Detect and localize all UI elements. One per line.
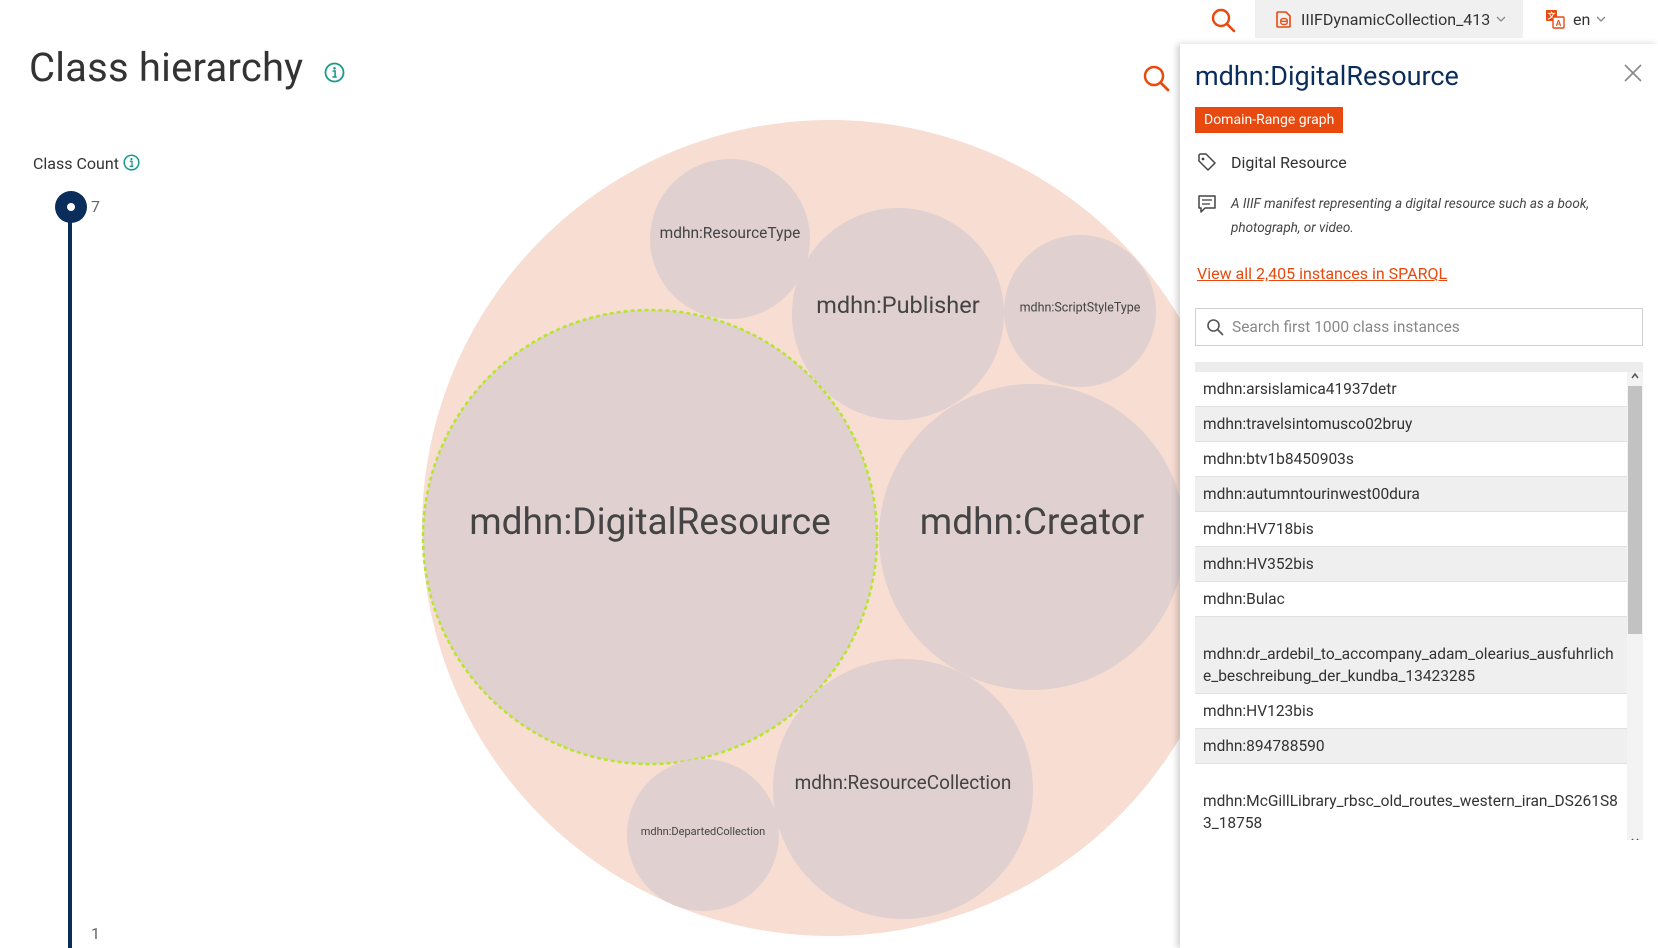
bubble-digital-resource[interactable] — [421, 308, 879, 766]
bubble-resource-collection[interactable] — [773, 659, 1033, 919]
class-count-slider-handle[interactable] — [55, 191, 87, 223]
class-label: Digital Resource — [1231, 152, 1347, 172]
top-bar: IIIFDynamicCollection_413 文 A en — [0, 0, 1658, 38]
slider-max-value: 7 — [91, 197, 100, 216]
instance-search-box[interactable] — [1195, 308, 1643, 346]
bubble-label-digital-resource: mdhn:DigitalResource — [469, 501, 831, 544]
language-value: en — [1573, 9, 1591, 29]
bubble-label-publisher: mdhn:Publisher — [816, 291, 979, 319]
list-item[interactable]: mdhn:travelsintomusco02bruy — [1195, 407, 1627, 442]
instance-search-input[interactable] — [1232, 318, 1632, 336]
scroll-up-icon[interactable] — [1631, 372, 1639, 380]
list-item[interactable]: mdhn:Bulac — [1195, 582, 1627, 617]
scrollbar-thumb[interactable] — [1628, 386, 1642, 634]
list-item[interactable]: mdhn:894788590 — [1195, 729, 1627, 764]
language-dropdown[interactable]: 文 A en — [1545, 0, 1606, 38]
list-item[interactable]: mdhn:McGillLibrary_rbsc_old_routes_weste… — [1195, 764, 1627, 840]
bubble-script-style-type[interactable] — [1004, 235, 1156, 387]
search-icon — [1207, 319, 1224, 336]
slider-min-value: 1 — [91, 924, 100, 943]
class-count-slider-track[interactable] — [68, 206, 72, 948]
dataset-dropdown[interactable]: IIIFDynamicCollection_413 — [1255, 0, 1523, 38]
list-scrollbar[interactable] — [1627, 372, 1643, 840]
class-comment: A IIIF manifest representing a digital r… — [1231, 196, 1590, 236]
class-count-label: Class Count — [33, 154, 119, 173]
domain-range-graph-button[interactable]: Domain-Range graph — [1195, 107, 1344, 133]
class-comment-row: A IIIF manifest representing a digital r… — [1197, 192, 1621, 240]
bubble-label-resource-collection: mdhn:ResourceCollection — [795, 771, 1012, 794]
list-item[interactable]: mdhn:btv1b8450903s — [1195, 442, 1627, 477]
bubble-label-departed-collection: mdhn:DepartedCollection — [641, 825, 766, 838]
list-item[interactable]: mdhn:HV352bis — [1195, 547, 1627, 582]
svg-text:文: 文 — [1548, 11, 1557, 21]
bubble-departed-collection[interactable] — [627, 759, 779, 911]
page-title: Class hierarchy — [29, 44, 304, 91]
bubble-creator[interactable] — [879, 384, 1185, 690]
list-item[interactable]: mdhn:autumntourinwest00dura — [1195, 477, 1627, 512]
chevron-down-icon — [1596, 16, 1606, 22]
chevron-down-icon — [1496, 16, 1506, 22]
instance-list: mdhn:arsislamica41937detr mdhn:travelsin… — [1195, 362, 1643, 840]
panel-title: mdhn:DigitalResource — [1195, 60, 1459, 92]
scroll-down-icon[interactable] — [1631, 837, 1639, 840]
tag-icon — [1198, 153, 1216, 171]
info-icon[interactable] — [123, 154, 140, 171]
list-item[interactable]: mdhn:arsislamica41937detr — [1195, 372, 1627, 407]
class-details-panel: mdhn:DigitalResource Domain-Range graph … — [1180, 44, 1658, 948]
dataset-name: IIIFDynamicCollection_413 — [1301, 9, 1491, 29]
bubble-resource-type[interactable] — [650, 159, 810, 319]
svg-text:A: A — [1556, 19, 1562, 28]
list-item[interactable]: mdhn:HV718bis — [1195, 512, 1627, 547]
translate-icon: 文 A — [1546, 10, 1565, 29]
bubble-label-script-style-type: mdhn:ScriptStyleType — [1020, 300, 1141, 315]
info-icon[interactable] — [324, 62, 345, 83]
sparql-instances-link[interactable]: View all 2,405 instances in SPARQL — [1197, 264, 1448, 283]
comment-icon — [1198, 195, 1216, 213]
search-icon[interactable] — [1142, 64, 1170, 92]
class-label-row: Digital Resource — [1197, 152, 1347, 172]
database-icon — [1276, 11, 1291, 28]
list-item[interactable]: mdhn:dr_ardebil_to_accompany_adam_oleari… — [1195, 617, 1627, 694]
list-item[interactable]: mdhn:HV123bis — [1195, 694, 1627, 729]
bubble-label-creator: mdhn:Creator — [920, 501, 1145, 544]
bubble-label-resource-type: mdhn:ResourceType — [660, 224, 801, 242]
close-icon[interactable] — [1622, 62, 1644, 84]
bubble-publisher[interactable] — [792, 208, 1004, 420]
search-icon[interactable] — [1210, 7, 1236, 33]
